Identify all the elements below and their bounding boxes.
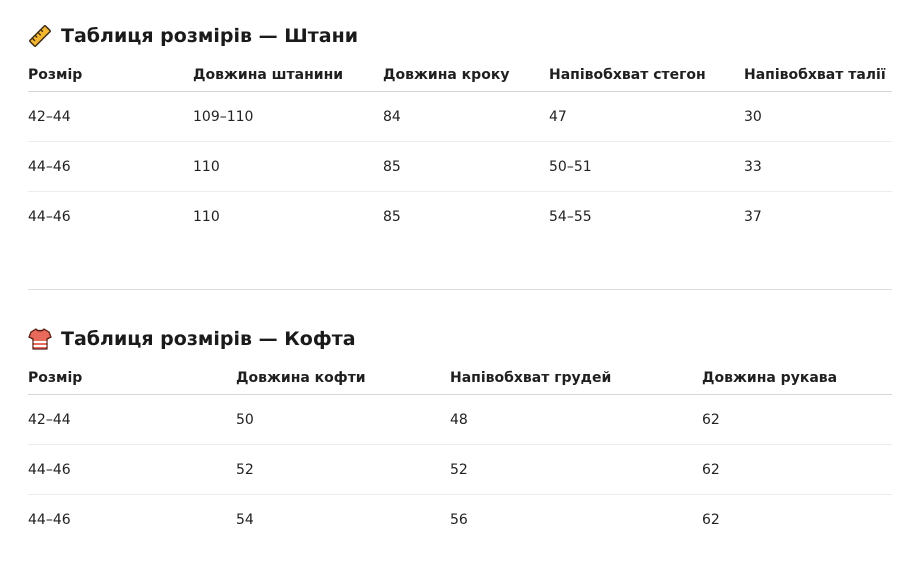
table-cell: 110 [193,208,220,225]
table-cell: 44–46 [28,444,236,495]
table-row: 42–44 109–110 84 47 30 [28,91,892,142]
table-row: 44–46 110 85 50–51 33 [28,141,892,192]
table-cell: 52 [236,444,450,495]
table-cell: 44–46 [28,511,71,528]
column-header-size: Розмір [28,58,193,92]
table-cell: 30 [744,91,892,142]
table-cell: 42–44 [28,91,193,142]
sweater-size-title-text: Таблиця розмірів — Кофта [61,328,356,350]
ruler-icon [28,24,52,48]
section-divider [28,289,892,290]
table-cell: 42–44 [28,394,236,445]
table-cell: 44–46 [28,208,71,225]
table-cell: 54–55 [549,208,592,225]
column-header-half-waist: Напівобхват талії [744,58,892,92]
table-cell: 50–51 [549,141,744,192]
table-cell: 33 [744,141,892,192]
table-cell: 44–46 [28,141,193,192]
column-header-half-chest: Напівобхват грудей [450,361,702,395]
table-cell: 110 [193,141,383,192]
table-row: 44–46 52 52 62 [28,444,892,495]
table-cell: 109–110 [193,91,383,142]
table-cell: 85 [383,141,549,192]
table-cell: 85 [383,208,401,225]
table-cell: 50 [236,394,450,445]
table-cell: 52 [450,444,702,495]
sweater-size-table: Розмір Довжина кофти Напівобхват грудей … [28,361,892,544]
table-cell: 37 [744,208,762,225]
table-cell: 84 [383,91,549,142]
column-header-half-hip: Напівобхват стегон [549,58,744,92]
table-cell: 48 [450,394,702,445]
table-row: 44–46 54 56 62 [28,495,892,545]
sweater-size-section: Таблиця розмірів — Кофта Розмір Довжина … [28,325,892,544]
table-cell: 54 [236,511,254,528]
table-cell: 56 [450,511,468,528]
shirt-icon [28,327,52,351]
column-header-leg-length: Довжина штанини [193,58,383,92]
table-cell: 62 [702,394,892,445]
table-header-row: Розмір Довжина кофти Напівобхват грудей … [28,361,892,395]
pants-size-title-text: Таблиця розмірів — Штани [61,25,359,47]
table-row: 44–46 110 85 54–55 37 [28,192,892,242]
pants-size-title: Таблиця розмірів — Штани [28,22,892,50]
column-header-size: Розмір [28,361,236,395]
column-header-inseam: Довжина кроку [383,58,549,92]
table-header-row: Розмір Довжина штанини Довжина кроку Нап… [28,58,892,92]
column-header-sleeve-length: Довжина рукава [702,361,892,395]
sweater-size-title: Таблиця розмірів — Кофта [28,325,892,353]
column-header-sweater-length: Довжина кофти [236,361,450,395]
table-cell: 62 [702,511,720,528]
table-row: 42–44 50 48 62 [28,394,892,445]
table-cell: 62 [702,444,892,495]
pants-size-section: Таблиця розмірів — Штани Розмір Довжина … [28,22,892,241]
pants-size-table: Розмір Довжина штанини Довжина кроку Нап… [28,58,892,241]
table-cell: 47 [549,91,744,142]
